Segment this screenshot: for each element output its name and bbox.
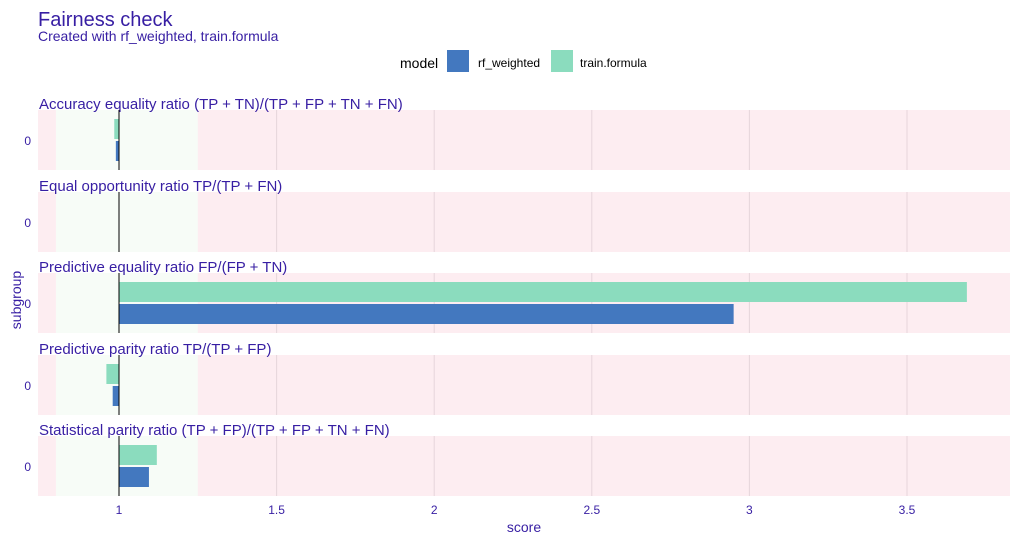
panel-predictive-parity-ratio: Predictive parity ratio TP/(TP + FP) 0 xyxy=(24,341,1010,415)
legend-swatch-train-formula xyxy=(551,50,573,72)
subgroup-tick-label: 0 xyxy=(24,379,31,393)
bar-train-formula xyxy=(119,445,157,465)
chart-title: Fairness check xyxy=(38,9,173,31)
legend-label-rf-weighted: rf_weighted xyxy=(478,56,540,70)
panel-strip-label: Equal opportunity ratio TP/(TP + FN) xyxy=(39,178,282,195)
legend-label-train-formula: train.formula xyxy=(580,56,647,70)
bar-train-formula xyxy=(114,119,119,139)
acceptable-zone xyxy=(55,355,198,415)
acceptable-zone xyxy=(55,110,198,170)
panel-strip-label: Statistical parity ratio (TP + FP)/(TP +… xyxy=(39,422,390,439)
x-tick-label: 3 xyxy=(746,503,753,517)
bar-rf-weighted xyxy=(119,304,734,324)
legend-title: model xyxy=(400,55,438,71)
bar-train-formula xyxy=(119,282,967,302)
acceptable-zone xyxy=(55,192,198,252)
bar-rf-weighted xyxy=(119,467,149,487)
unacceptable-zone xyxy=(38,110,1010,170)
panel-accuracy-equality-ratio: Accuracy equality ratio (TP + TN)/(TP + … xyxy=(24,96,1010,170)
x-tick-label: 2 xyxy=(431,503,438,517)
bar-train-formula xyxy=(106,364,119,384)
bar-rf-weighted xyxy=(112,386,119,406)
bar-rf-weighted xyxy=(115,141,119,161)
subgroup-tick-label: 0 xyxy=(24,460,31,474)
unacceptable-zone xyxy=(38,355,1010,415)
subgroup-tick-label: 0 xyxy=(24,216,31,230)
x-axis: 1 1.5 2 2.5 3 3.5 xyxy=(116,503,916,517)
panels: Accuracy equality ratio (TP + TN)/(TP + … xyxy=(24,96,1010,496)
panel-strip-label: Accuracy equality ratio (TP + TN)/(TP + … xyxy=(39,96,403,113)
unacceptable-zone xyxy=(38,192,1010,252)
unacceptable-zone xyxy=(38,436,1010,496)
subgroup-tick-label: 0 xyxy=(24,134,31,148)
y-axis-label: subgroup xyxy=(8,271,24,330)
x-tick-label: 1 xyxy=(116,503,123,517)
chart-subtitle: Created with rf_weighted, train.formula xyxy=(38,28,279,44)
x-tick-label: 2.5 xyxy=(583,503,600,517)
legend-swatch-rf-weighted xyxy=(447,50,469,72)
panel-equal-opportunity-ratio: Equal opportunity ratio TP/(TP + FN) 0 xyxy=(24,178,1010,252)
x-tick-label: 1.5 xyxy=(268,503,285,517)
panel-predictive-equality-ratio: Predictive equality ratio FP/(FP + TN) 0 xyxy=(24,259,1010,333)
legend: model rf_weighted train.formula xyxy=(400,50,647,72)
panel-statistical-parity-ratio: Statistical parity ratio (TP + FP)/(TP +… xyxy=(24,422,1010,496)
x-tick-label: 3.5 xyxy=(899,503,916,517)
x-axis-label: score xyxy=(507,519,541,535)
panel-strip-label: Predictive parity ratio TP/(TP + FP) xyxy=(39,341,271,358)
subgroup-tick-label: 0 xyxy=(24,297,31,311)
panel-strip-label: Predictive equality ratio FP/(FP + TN) xyxy=(39,259,287,276)
